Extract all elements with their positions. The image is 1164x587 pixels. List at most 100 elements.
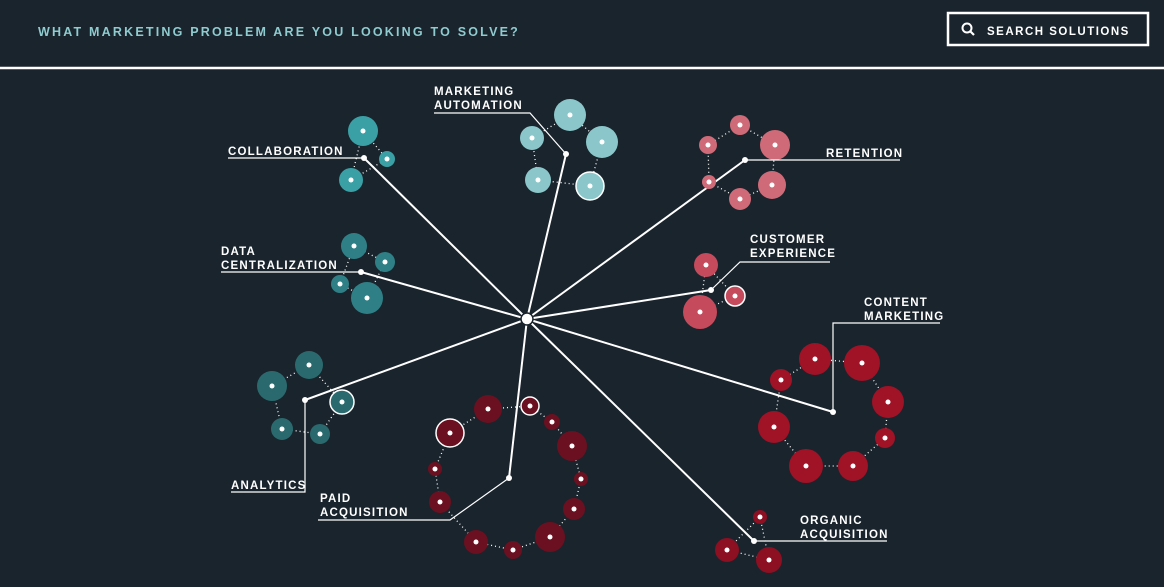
bubble-dot — [571, 506, 577, 512]
bubble-dot — [269, 383, 275, 389]
bubble-dot — [317, 431, 323, 437]
bubble-dot — [339, 399, 345, 405]
bubble-dot — [567, 112, 573, 118]
spoke — [526, 318, 755, 542]
hub-point — [742, 157, 748, 163]
bubble-dot — [885, 399, 891, 405]
topic-cluster[interactable]: COLLABORATION — [228, 116, 395, 192]
bubble-dot — [527, 403, 533, 409]
topic-label[interactable]: CUSTOMER — [750, 234, 825, 246]
bubble-dot — [485, 406, 491, 412]
search-icon — [961, 22, 973, 34]
search-icon-handle — [969, 30, 975, 36]
bubble-dot — [382, 259, 388, 265]
button-border — [946, 11, 1150, 47]
topic-label[interactable]: COLLABORATION — [228, 146, 344, 158]
bubble-dot — [859, 360, 865, 366]
topic-label[interactable]: MARKETING — [434, 86, 514, 98]
bubble-dot — [535, 177, 541, 183]
topic-label[interactable]: ORGANIC — [800, 515, 863, 527]
spoke — [360, 271, 528, 320]
hub-point — [506, 475, 512, 481]
hub-point — [830, 409, 836, 415]
bubble-dot — [737, 196, 743, 202]
bubble-dot — [703, 262, 709, 268]
topic-label[interactable]: RETENTION — [826, 148, 903, 160]
bubble-dot — [384, 156, 390, 162]
clusters: COLLABORATION MARKETING AUTOMATION RETENTIO… — [221, 86, 944, 573]
topic-label[interactable]: ACQUISITION — [320, 507, 409, 519]
hub-point — [708, 287, 714, 293]
bubble-dot — [599, 139, 605, 145]
cluster-ring — [699, 263, 737, 314]
bubble-dot — [882, 435, 888, 441]
topic-label[interactable]: PAID — [320, 493, 351, 505]
hub-center — [520, 312, 534, 326]
spoke — [508, 318, 528, 479]
search-button[interactable]: SEARCH SOLUTIONS — [946, 11, 1150, 47]
bubble-dot — [803, 463, 809, 469]
spoke — [526, 318, 834, 413]
topic-cluster[interactable]: PAID ACQUISITION — [318, 395, 588, 559]
bubble-dot — [812, 356, 818, 362]
topic-cluster[interactable]: CONTENT MARKETING — [758, 297, 944, 483]
bubble-dot — [437, 499, 443, 505]
topic-label[interactable]: DATA — [221, 246, 256, 258]
bubble-dot — [850, 463, 856, 469]
bubble-dot — [432, 466, 438, 472]
bubble-dot — [771, 424, 777, 430]
topic-cluster[interactable]: MARKETING AUTOMATION — [434, 86, 618, 201]
topic-label[interactable]: CENTRALIZATION — [221, 260, 338, 272]
spoke — [526, 289, 712, 320]
topic-cluster[interactable]: RETENTION — [699, 115, 903, 210]
topic-cluster[interactable]: ORGANIC ACQUISITION — [715, 510, 889, 573]
topic-label[interactable]: ACQUISITION — [800, 529, 889, 541]
bubble-dot — [348, 177, 354, 183]
hub-point — [302, 397, 308, 403]
spoke — [526, 153, 567, 320]
bubble-dot — [705, 142, 711, 148]
bubble-dot — [279, 426, 285, 432]
bubble-dot — [778, 377, 784, 383]
question: WHAT MARKETING PROBLEM ARE YOU LOOKING T… — [38, 25, 520, 39]
topic-label[interactable]: ANALYTICS — [231, 480, 307, 492]
topic-cluster[interactable]: ANALYTICS — [231, 351, 355, 493]
bubble-dot — [772, 142, 778, 148]
bubble-dot — [724, 547, 730, 553]
bubble-dot — [587, 183, 593, 189]
leader-line — [318, 477, 510, 521]
hub-point — [751, 538, 757, 544]
bubble-dot — [549, 419, 555, 425]
bubble-dot — [364, 295, 370, 301]
bubble-dot — [360, 128, 366, 134]
bubble-dot — [337, 281, 343, 287]
bubble-dot — [757, 514, 763, 520]
bubble-dot — [578, 476, 584, 482]
leader-line — [434, 112, 567, 155]
bubble-dot — [769, 182, 775, 188]
leader-line — [231, 400, 306, 493]
bubble-dot — [732, 293, 738, 299]
bubble-dot — [473, 539, 479, 545]
bubble-dot — [706, 179, 712, 185]
topic-label[interactable]: MARKETING — [864, 311, 944, 323]
topic-label[interactable]: AUTOMATION — [434, 100, 523, 112]
bubble-dot — [569, 443, 575, 449]
hub-point — [361, 155, 367, 161]
hub-point — [358, 269, 364, 275]
bubble-dot — [306, 362, 312, 368]
topic-label[interactable]: CONTENT — [864, 297, 928, 309]
search-label: SEARCH SOLUTIONS — [987, 26, 1130, 38]
topic-label[interactable]: EXPERIENCE — [750, 248, 836, 260]
bubble-dot — [697, 309, 703, 315]
bubble-dot — [351, 243, 357, 249]
bubble-dot — [737, 122, 743, 128]
topic-cluster[interactable]: DATA CENTRALIZATION — [221, 233, 395, 314]
leader-line — [710, 261, 830, 291]
spoke — [363, 157, 528, 320]
leader-line — [832, 322, 940, 412]
topic-cluster[interactable]: CUSTOMER EXPERIENCE — [683, 234, 836, 329]
